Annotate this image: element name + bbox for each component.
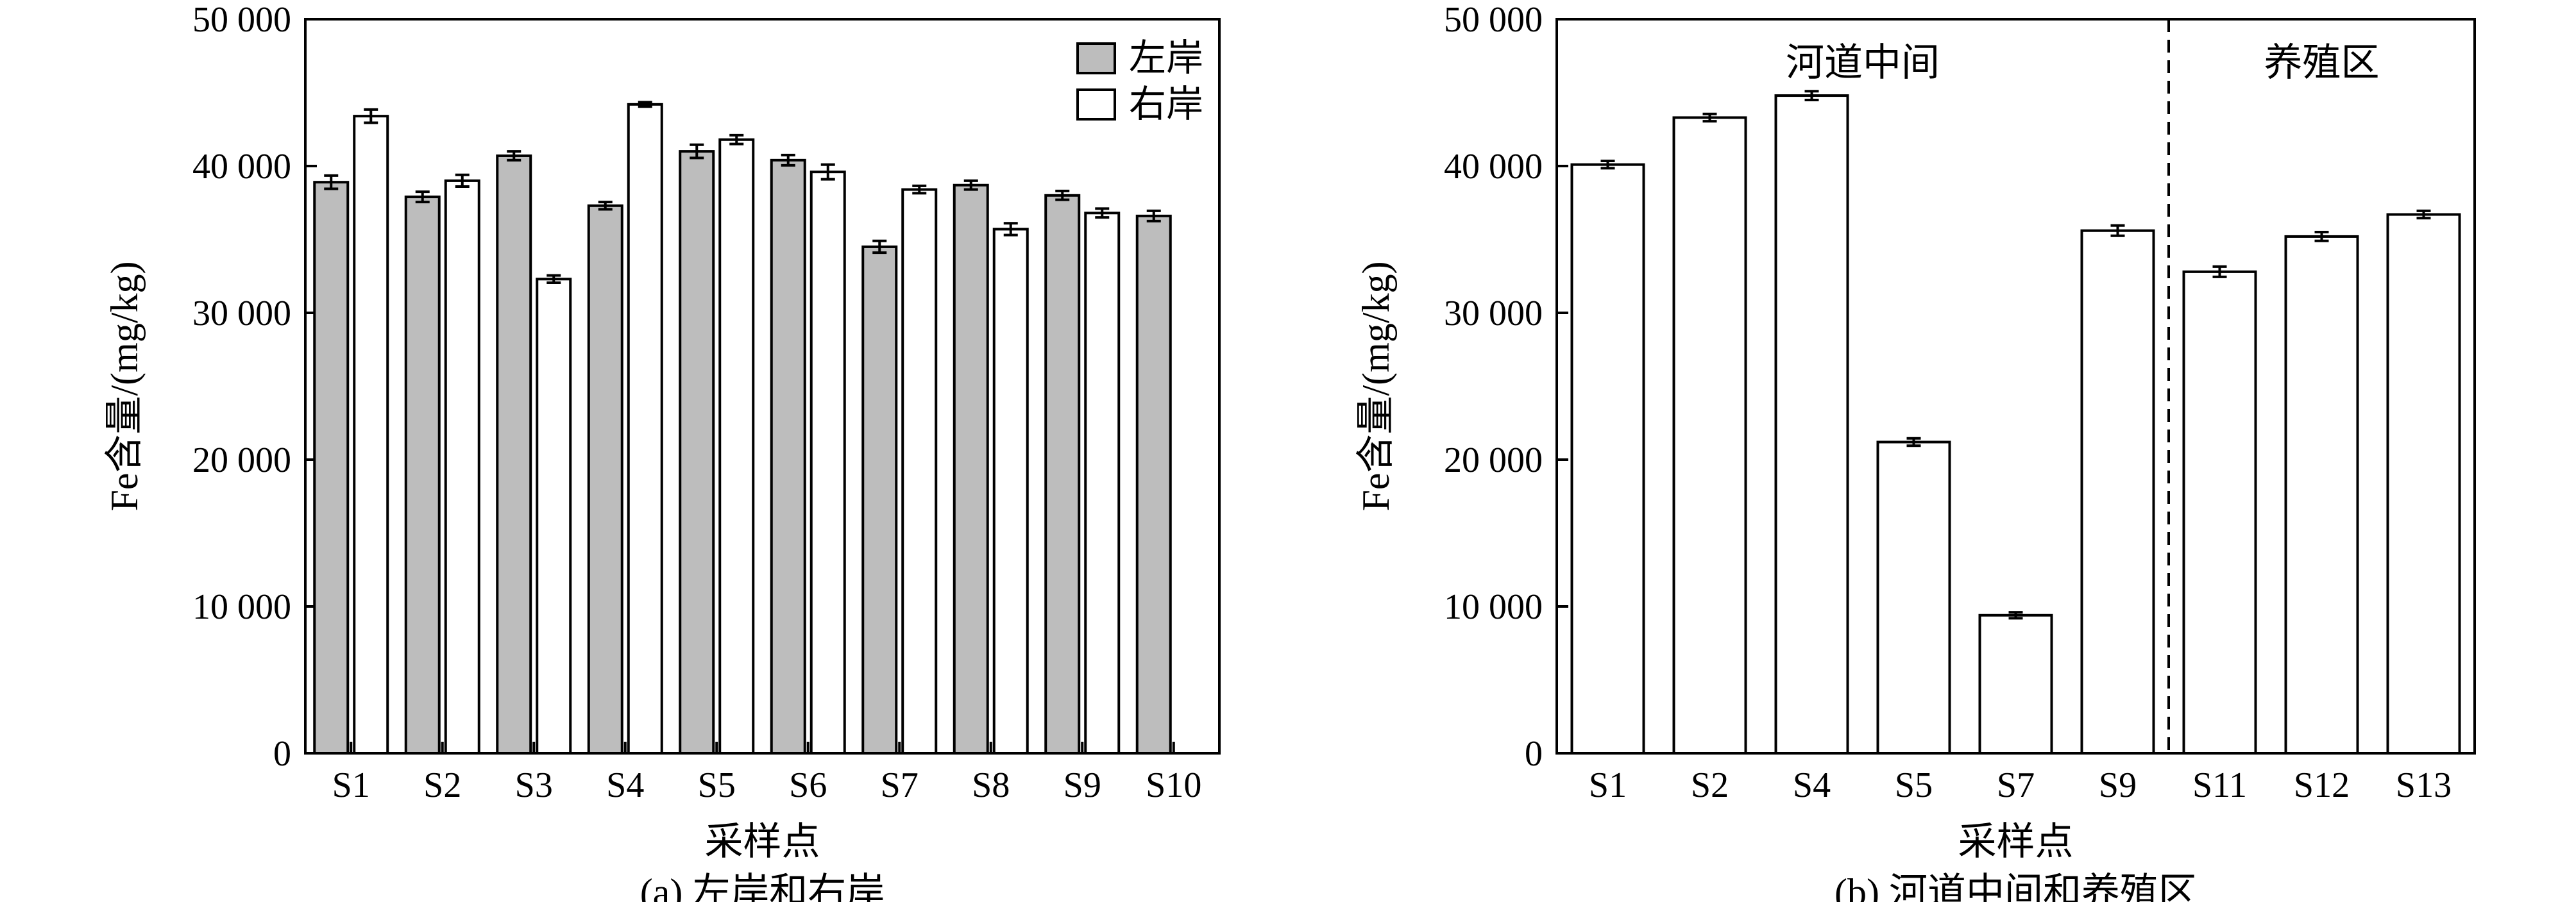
bar <box>1570 163 1645 755</box>
y-axis-title: Fe含量/(mg/kg) <box>1355 262 1397 512</box>
chart-b-channel-and-aquaculture: 0 10 000 20 000 30 000 40 000 50 000 Fe含量/(mg/… <box>1355 0 2476 902</box>
x-tick-label: S4 <box>606 765 644 805</box>
bar-left-bank <box>861 245 898 755</box>
bar-left-bank <box>313 181 350 755</box>
x-tick-label: S7 <box>881 765 919 805</box>
y-tick-label: 50 000 <box>192 0 291 40</box>
y-tick-label: 30 000 <box>192 294 291 333</box>
bar <box>1672 116 1747 755</box>
bar-left-bank <box>1135 214 1172 755</box>
y-tick-label: 0 <box>1525 734 1543 774</box>
x-tick-label: S1 <box>332 765 370 805</box>
x-tick-label: S5 <box>698 765 736 805</box>
bar-left-bank <box>953 183 989 755</box>
legend-label: 右岸 <box>1129 83 1203 125</box>
figure-caption: (b) 河道中间和养殖区 <box>1835 871 2197 902</box>
y-tick-label: 30 000 <box>1444 294 1543 333</box>
legend-label: 左岸 <box>1129 37 1203 79</box>
y-tick-label: 40 000 <box>1444 147 1543 187</box>
bar-right-bank <box>627 103 663 755</box>
bar-right-bank <box>1084 212 1121 755</box>
x-tick-label: S8 <box>972 765 1010 805</box>
x-tick-label: S12 <box>2294 765 2350 805</box>
y-tick-label: 40 000 <box>192 147 291 187</box>
plot-frame <box>304 18 1221 755</box>
bar-right-bank <box>353 115 389 755</box>
x-tick-label: S2 <box>423 765 461 805</box>
y-tick-label: 10 000 <box>192 587 291 627</box>
bar <box>2080 229 2155 755</box>
bar-left-bank <box>679 150 715 755</box>
bar-left-bank <box>496 154 532 755</box>
bar <box>2182 270 2257 755</box>
region-label: 河道中间 <box>1786 42 1940 84</box>
legend-swatch <box>1076 88 1116 121</box>
y-tick-label: 20 000 <box>192 440 291 480</box>
x-tick-label: S13 <box>2396 765 2452 805</box>
bar-left-bank <box>404 196 441 755</box>
x-tick-label: S10 <box>1146 765 1201 805</box>
bar <box>2386 213 2461 755</box>
x-tick-label: S4 <box>1793 765 1831 805</box>
x-tick-label: S9 <box>2099 765 2137 805</box>
bar-right-bank <box>718 138 755 755</box>
bar-right-bank <box>992 228 1029 755</box>
y-tick-label: 20 000 <box>1444 440 1543 480</box>
y-tick-label: 50 000 <box>1444 0 1543 40</box>
figure-caption: (a) 左岸和右岸 <box>640 871 885 902</box>
bar <box>1774 94 1849 755</box>
bar-right-bank <box>901 188 938 755</box>
x-tick-label: S2 <box>1691 765 1729 805</box>
bar-left-bank <box>587 204 623 755</box>
bar-left-bank <box>1044 194 1081 755</box>
bar-right-bank <box>444 179 480 755</box>
legend-swatch <box>1076 42 1116 74</box>
x-tick-label: S5 <box>1895 765 1933 805</box>
chart-a-left-right-bank: 0 10 000 20 000 30 000 40 000 50 000 Fe含量/(mg/… <box>103 0 1221 902</box>
x-tick-label: S6 <box>789 765 827 805</box>
region-label: 养殖区 <box>2264 42 2380 84</box>
x-tick-label: S3 <box>515 765 553 805</box>
x-tick-label: S1 <box>1589 765 1627 805</box>
bar <box>1876 440 1951 755</box>
x-tick-label: S9 <box>1063 765 1101 805</box>
bar <box>1978 614 2053 755</box>
bar-left-bank <box>770 158 806 755</box>
x-axis-title: 采样点 <box>1958 821 2074 863</box>
x-axis-title: 采样点 <box>705 821 820 863</box>
bar-right-bank <box>536 278 572 755</box>
y-tick-label: 0 <box>273 734 291 774</box>
y-tick-label: 10 000 <box>1444 587 1543 627</box>
x-tick-label: S7 <box>1997 765 2035 805</box>
bar <box>2284 235 2359 755</box>
y-axis-title: Fe含量/(mg/kg) <box>103 262 146 512</box>
bar-right-bank <box>809 171 846 755</box>
x-tick-label: S11 <box>2192 765 2247 805</box>
